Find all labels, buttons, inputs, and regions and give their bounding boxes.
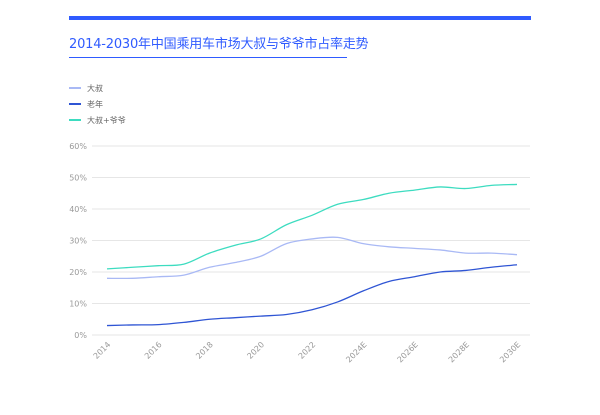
- y-tick-label-1: 10%: [69, 300, 87, 309]
- y-tick-label-6: 60%: [69, 142, 87, 151]
- series-line-0: [106, 236, 518, 280]
- y-tick-label-5: 50%: [69, 174, 87, 183]
- x-tick-label-3: 2020: [245, 340, 266, 361]
- x-tick-label-1: 2016: [143, 340, 164, 361]
- x-tick-label-0: 2014: [92, 340, 113, 361]
- x-tick-label-7: 2028E: [447, 340, 471, 364]
- legend: 大叔 老年 大叔+爷爷: [69, 80, 126, 128]
- legend-item-1: 老年: [69, 96, 126, 112]
- legend-label-1: 老年: [87, 99, 103, 109]
- x-tick-label-8: 2030E: [498, 340, 522, 364]
- legend-swatch-2: [69, 119, 81, 121]
- x-tick-label-4: 2022: [297, 340, 318, 361]
- series-line-2: [106, 183, 518, 270]
- legend-swatch-0: [69, 87, 81, 89]
- title-underline: [69, 57, 347, 58]
- top-accent-bar: [69, 16, 531, 20]
- legend-item-0: 大叔: [69, 80, 126, 96]
- y-tick-label-3: 30%: [69, 237, 87, 246]
- y-tick-label-4: 40%: [69, 205, 87, 214]
- legend-label-2: 大叔+爷爷: [87, 115, 126, 125]
- x-tick-label-2: 2018: [194, 340, 215, 361]
- legend-label-0: 大叔: [87, 83, 103, 93]
- chart-title: 2014-2030年中国乘用车市场大叔与爷爷市占率走势: [69, 37, 369, 52]
- y-tick-label-2: 20%: [69, 268, 87, 277]
- series-line-1: [106, 264, 518, 327]
- y-tick-label-0: 0%: [74, 331, 87, 340]
- legend-item-2: 大叔+爷爷: [69, 112, 126, 128]
- legend-swatch-1: [69, 103, 81, 105]
- x-tick-label-6: 2026E: [396, 340, 420, 364]
- x-tick-label-5: 2024E: [344, 340, 368, 364]
